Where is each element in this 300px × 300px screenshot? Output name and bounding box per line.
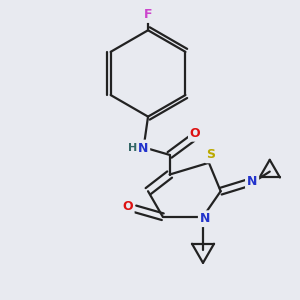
Text: N: N [247,175,257,188]
Text: H: H [128,143,137,153]
Text: N: N [200,212,210,225]
Text: N: N [138,142,148,154]
Text: O: O [122,200,133,213]
Text: S: S [206,148,215,161]
Text: O: O [190,127,200,140]
Text: F: F [144,8,152,21]
